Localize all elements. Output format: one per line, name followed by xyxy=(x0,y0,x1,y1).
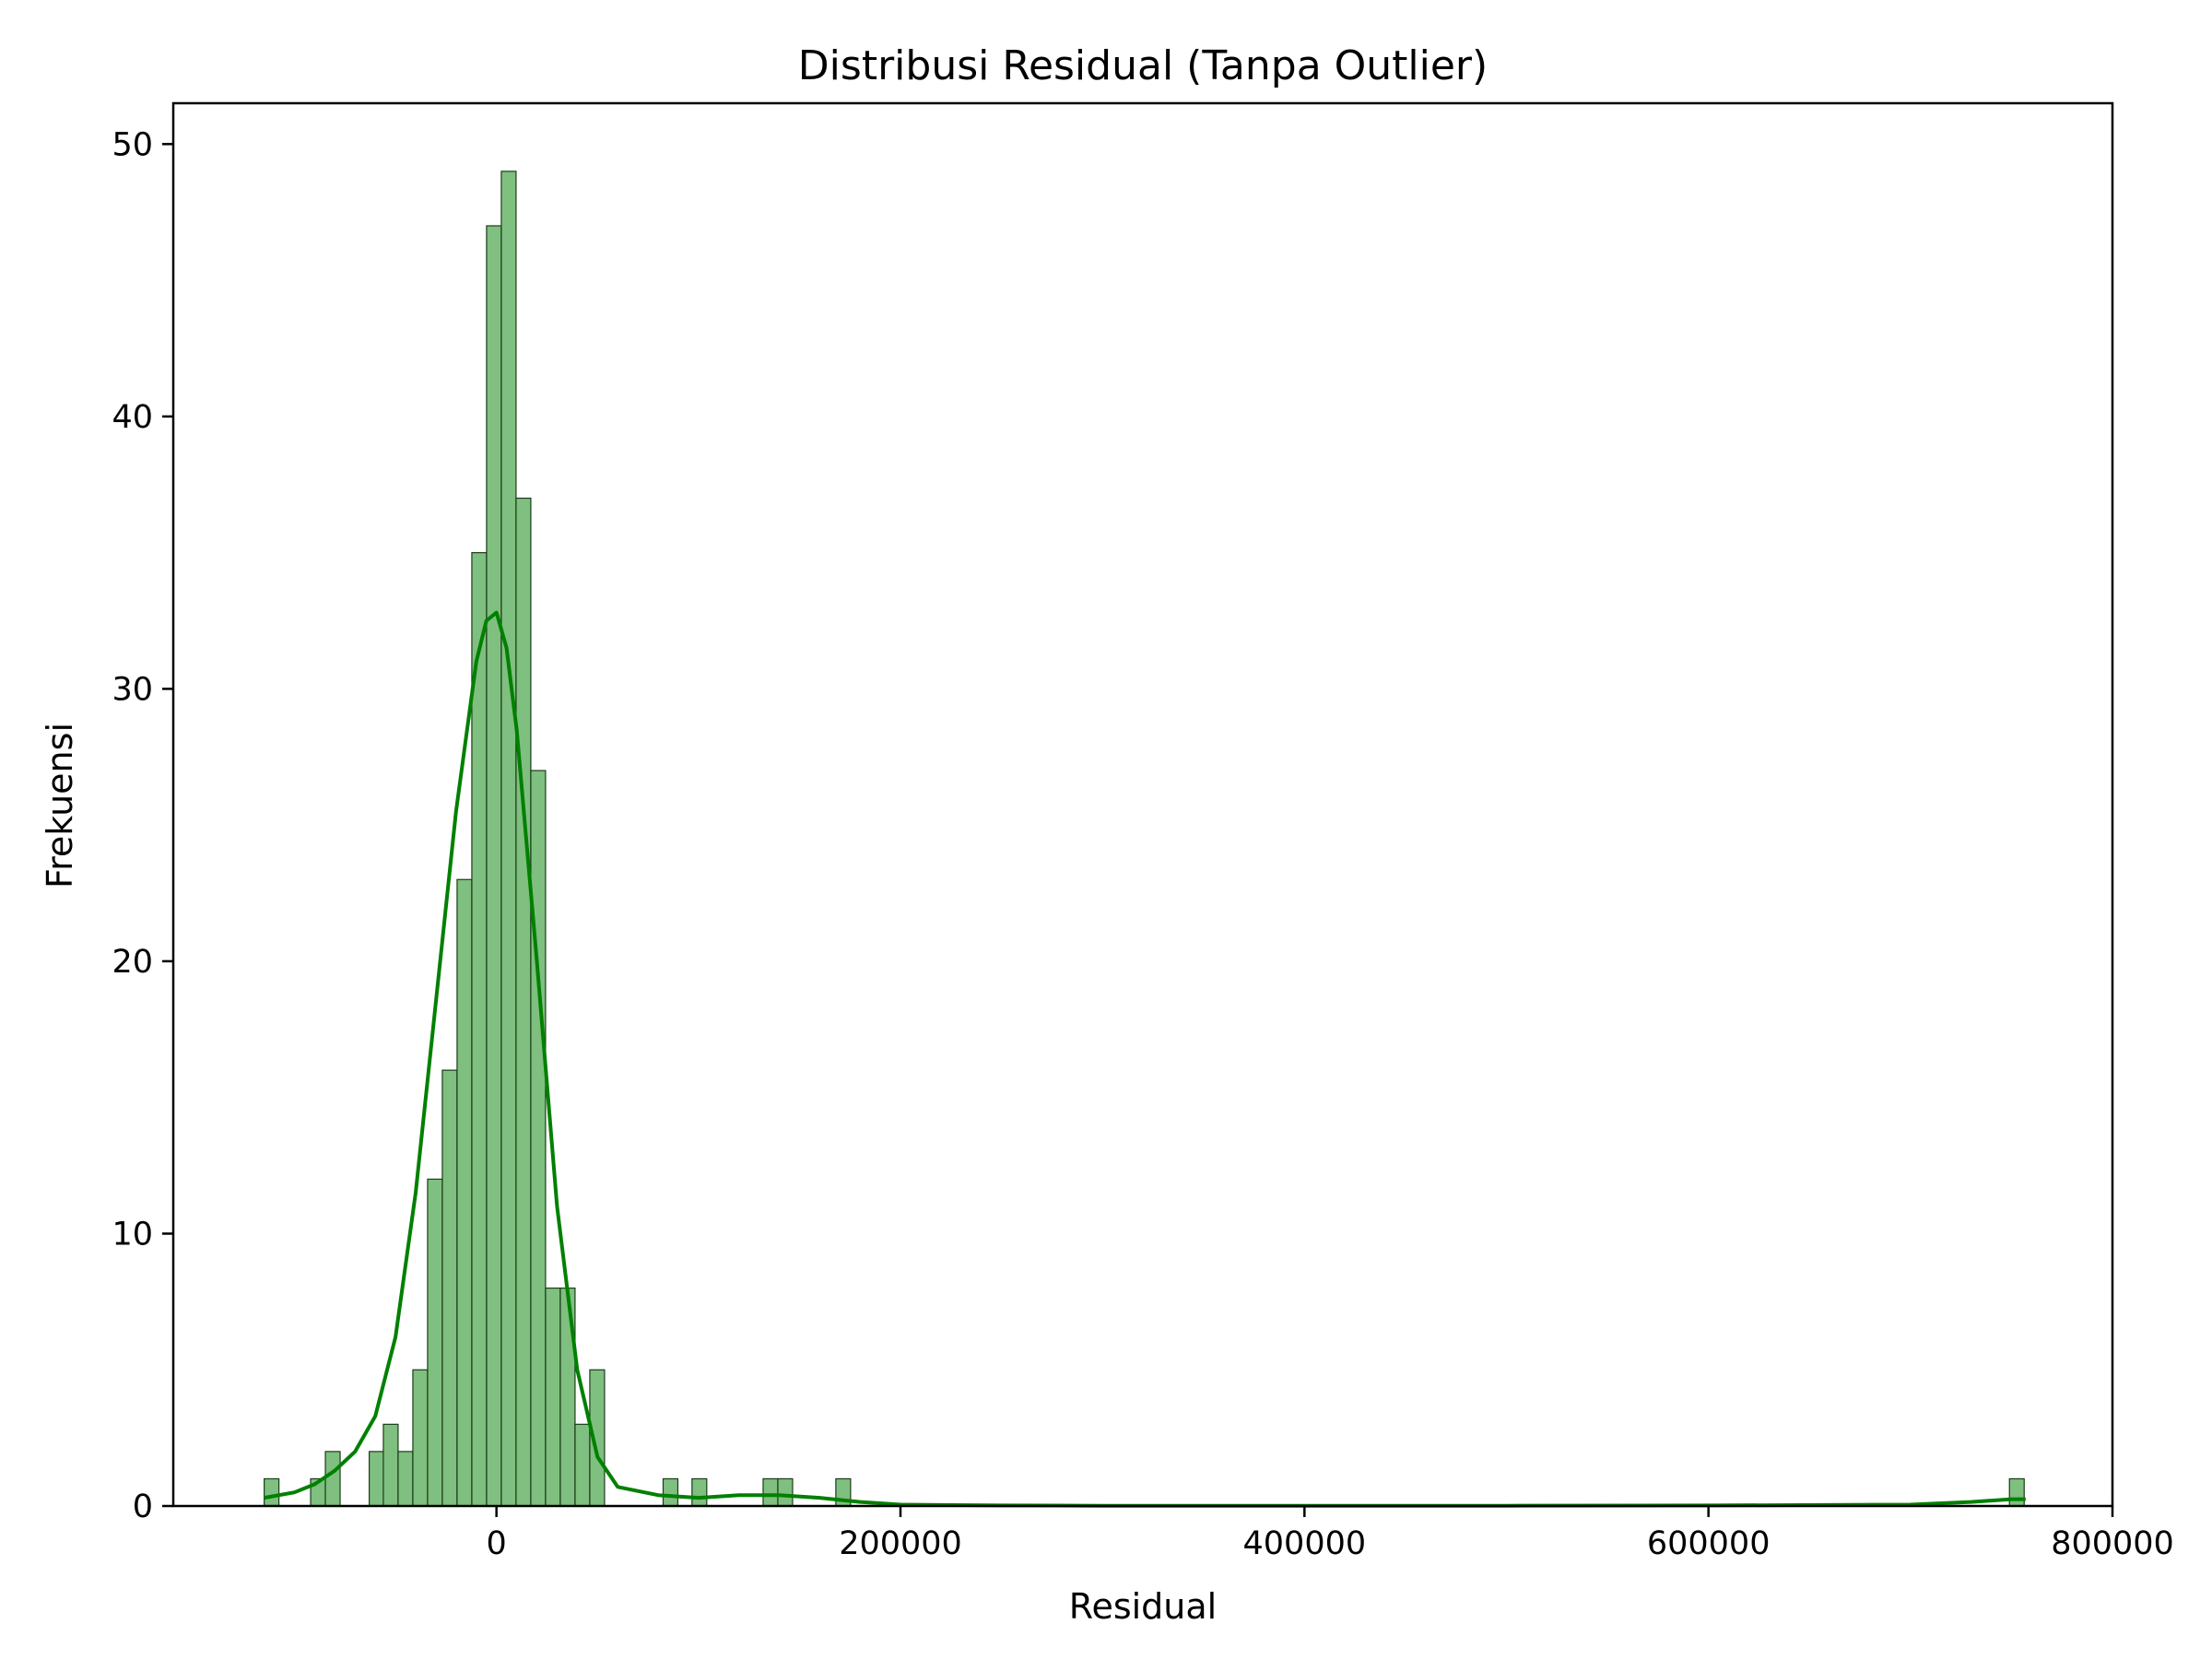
x-tick-label: 200000 xyxy=(839,1525,962,1562)
x-axis-label: Residual xyxy=(1069,1586,1217,1627)
histogram-bar xyxy=(397,1451,414,1507)
plot-frame xyxy=(171,101,2114,1508)
histogram-bar xyxy=(574,1423,591,1507)
histogram-bar xyxy=(662,1477,679,1507)
y-tick-label: 30 xyxy=(112,671,153,708)
histogram-bar xyxy=(762,1477,779,1507)
histogram-bar xyxy=(515,497,532,1507)
histogram-bar xyxy=(471,552,488,1507)
histogram-bar xyxy=(777,1477,794,1507)
histogram-bars xyxy=(264,171,2025,1507)
y-axis: 0 10 20 30 40 50 xyxy=(112,126,173,1525)
x-tick-label: 400000 xyxy=(1243,1525,1367,1562)
histogram-bar xyxy=(545,1287,561,1507)
histogram-bar xyxy=(456,878,473,1507)
histogram-bar xyxy=(486,225,502,1507)
histogram-bar xyxy=(368,1451,385,1507)
histogram-bar xyxy=(2008,1477,2025,1507)
y-tick-label: 20 xyxy=(112,944,153,981)
histogram-bar xyxy=(412,1369,429,1507)
x-tick-label: 800000 xyxy=(2051,1525,2174,1562)
x-tick-label: 0 xyxy=(487,1525,507,1562)
histogram-bar xyxy=(500,171,517,1507)
y-tick-label: 50 xyxy=(112,126,153,163)
x-tick-label: 600000 xyxy=(1647,1525,1771,1562)
y-tick-label: 0 xyxy=(133,1488,153,1525)
histogram-bar xyxy=(441,1069,458,1507)
y-axis-label: Frekuensi xyxy=(40,723,80,888)
chart-title: Distribusi Residual (Tanpa Outlier) xyxy=(798,42,1488,89)
histogram-bar xyxy=(530,770,547,1507)
histogram-bar xyxy=(382,1423,399,1507)
histogram-bar xyxy=(324,1451,341,1507)
histogram-bar xyxy=(264,1477,280,1507)
histogram-bar xyxy=(691,1477,708,1507)
y-tick-label: 40 xyxy=(112,399,153,436)
x-axis: 0 200000 400000 600000 800000 xyxy=(487,1506,2174,1562)
y-tick-label: 10 xyxy=(112,1216,153,1253)
histogram-bar xyxy=(427,1178,443,1507)
